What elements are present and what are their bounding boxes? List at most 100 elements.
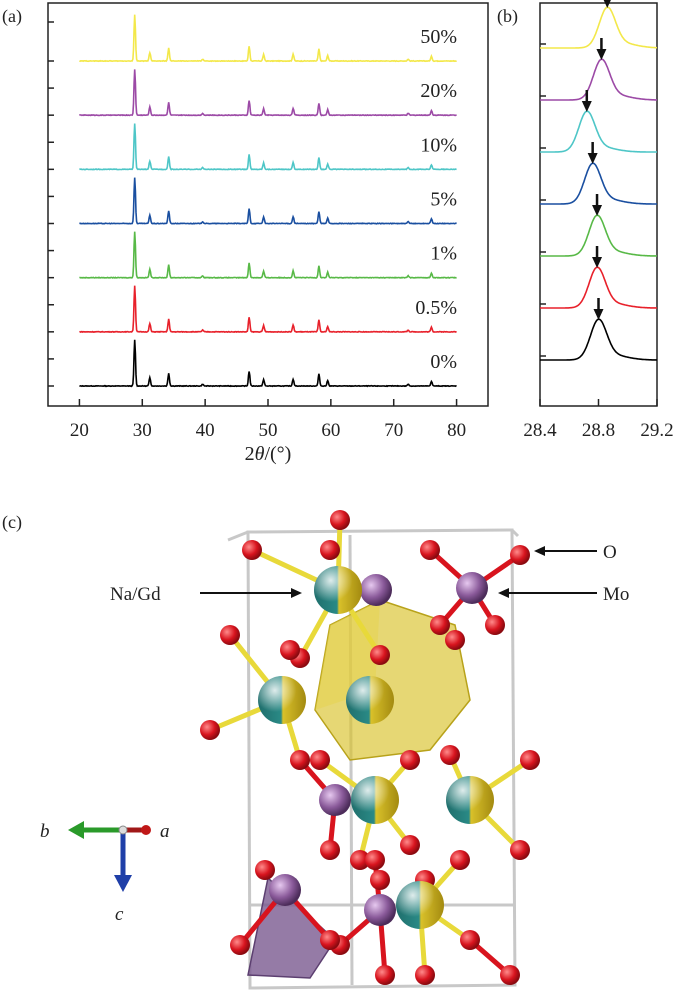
panel-b-series-line-1% (540, 214, 657, 257)
panel-a-ticks (48, 21, 458, 406)
panel-a-frame (47, 2, 489, 407)
oxygen-atom (200, 720, 220, 740)
oxygen-atom (440, 745, 460, 765)
mo-atom (319, 784, 351, 816)
oxygen-atom (290, 750, 310, 770)
oxygen-atom (365, 850, 385, 870)
oxygen-atom (370, 870, 390, 890)
panel-b-series-line-50% (540, 6, 657, 49)
label-o-group: O (534, 542, 617, 563)
peak-arrow-head (592, 257, 603, 268)
label-nagd-group: Na/Gd (110, 584, 302, 605)
label-mo: Mo (603, 584, 629, 605)
panel-b-label: (b) (497, 6, 518, 27)
nagd-atom-shine (396, 881, 444, 929)
axis-c-label: c (115, 904, 124, 925)
series-line-0% (79, 339, 457, 388)
peak-arrow-head (581, 101, 592, 112)
oxygen-atom (310, 750, 330, 770)
orientation-axes: b a c (40, 821, 170, 925)
panel-a-x-tick-label: 50 (259, 420, 278, 441)
atoms (200, 510, 540, 985)
peak-arrow-head (592, 205, 603, 216)
panel-c-label: (c) (2, 512, 22, 533)
peak-arrow-head (603, 0, 611, 8)
oxygen-atom (320, 540, 340, 560)
oxygen-atom (230, 935, 250, 955)
oxygen-atom (320, 840, 340, 860)
oxygen-atom (280, 640, 300, 660)
axis-b-label: b (40, 821, 50, 842)
panel-b-series-line-5% (540, 162, 657, 205)
peak-arrow-head (587, 153, 598, 164)
oxygen-atom (500, 965, 520, 985)
series-line-10% (79, 123, 457, 171)
series-line-50% (79, 14, 457, 63)
peak-arrow-head (593, 309, 604, 320)
panel-a-x-tick-label: 30 (133, 420, 152, 441)
series-line-1% (79, 231, 457, 279)
series-label: 10% (420, 134, 457, 156)
panel-a-label: (a) (2, 6, 22, 27)
panel-a-x-tick-label: 70 (384, 420, 403, 441)
nagd-atom-shine (446, 776, 494, 824)
oxygen-atom (350, 850, 370, 870)
panel-a-x-tick-labels: 20 30 40 50 60 70 80 (70, 420, 466, 441)
peak-arrow-head (596, 49, 607, 60)
oxygen-atom (460, 930, 480, 950)
oxygen-atom (510, 840, 530, 860)
oxygen-atom (400, 750, 420, 770)
series-label: 0.5% (415, 297, 457, 319)
panel-b-series-line-0.5% (540, 266, 657, 309)
label-o: O (603, 542, 617, 563)
oxygen-atom (445, 630, 465, 650)
panel-b-series-line-10% (540, 110, 657, 153)
oxygen-atom (485, 615, 505, 635)
oxygen-atom (520, 750, 540, 770)
series-label: 0% (430, 351, 457, 373)
oxygen-atom (255, 860, 275, 880)
oxygen-atom (320, 930, 340, 950)
oxygen-atom (415, 965, 435, 985)
label-nagd: Na/Gd (110, 584, 161, 605)
panel-a-x-axis-title: 2θ/(°) (245, 443, 292, 465)
panel-a-series-labels: 0% 0.5% 1% 5% 10% 20% 50% (415, 26, 457, 373)
oxygen-atom (450, 850, 470, 870)
oxygen-atom (400, 835, 420, 855)
oxygen-atom (242, 540, 262, 560)
panel-a-series (78, 14, 457, 388)
mo-atom (360, 574, 392, 606)
oxygen-atom (430, 615, 450, 635)
oxygen-atom (220, 625, 240, 645)
panel-b-series-line-0% (540, 318, 657, 361)
panel-a-x-tick-label: 80 (447, 420, 466, 441)
panel-b-series (540, 6, 657, 361)
nagd-atom-shine (314, 566, 362, 614)
axis-a-label: a (160, 821, 170, 842)
series-label: 20% (420, 80, 457, 102)
oxygen-atom (370, 645, 390, 665)
panel-b-series-line-20% (540, 58, 657, 101)
series-line-20% (78, 69, 457, 117)
oxygen-atom (420, 540, 440, 560)
nagd-polyhedron (314, 599, 471, 761)
series-label: 50% (420, 26, 457, 48)
panel-b-ticks (539, 43, 658, 406)
panel-a-x-tick-label: 20 (70, 420, 89, 441)
oxygen-atom (375, 965, 395, 985)
mo-atom (456, 572, 488, 604)
panel-c: (c) (2, 510, 629, 990)
panel-b-arrows (581, 0, 611, 320)
nagd-atom-shine (346, 676, 394, 724)
panel-a-x-tick-label: 40 (196, 420, 215, 441)
series-label: 5% (430, 189, 457, 211)
panel-b-x-tick-label: 28.4 (523, 420, 557, 441)
nagd-atom-shine (351, 776, 399, 824)
series-line-0.5% (79, 285, 457, 334)
oxygen-atom (510, 545, 530, 565)
panel-b: (b) 28.4 28.8 29.2 (497, 0, 674, 441)
panel-b-x-tick-label: 28.8 (582, 420, 615, 441)
label-mo-group: Mo (498, 584, 629, 605)
panel-a-x-tick-label: 60 (321, 420, 340, 441)
